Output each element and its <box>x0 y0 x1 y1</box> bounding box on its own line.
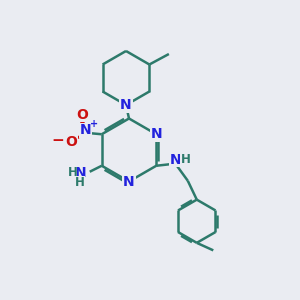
Text: H: H <box>75 176 85 189</box>
Text: −: − <box>52 133 64 148</box>
Text: N: N <box>120 98 132 112</box>
Text: N: N <box>80 123 92 137</box>
Text: O: O <box>65 135 77 149</box>
Text: H: H <box>180 153 190 166</box>
Text: +: + <box>90 119 98 129</box>
Text: N: N <box>151 127 162 141</box>
Text: N: N <box>123 175 135 188</box>
Text: H: H <box>68 166 77 179</box>
Text: N: N <box>170 153 182 167</box>
Text: O: O <box>76 108 88 122</box>
Text: N: N <box>74 166 86 180</box>
